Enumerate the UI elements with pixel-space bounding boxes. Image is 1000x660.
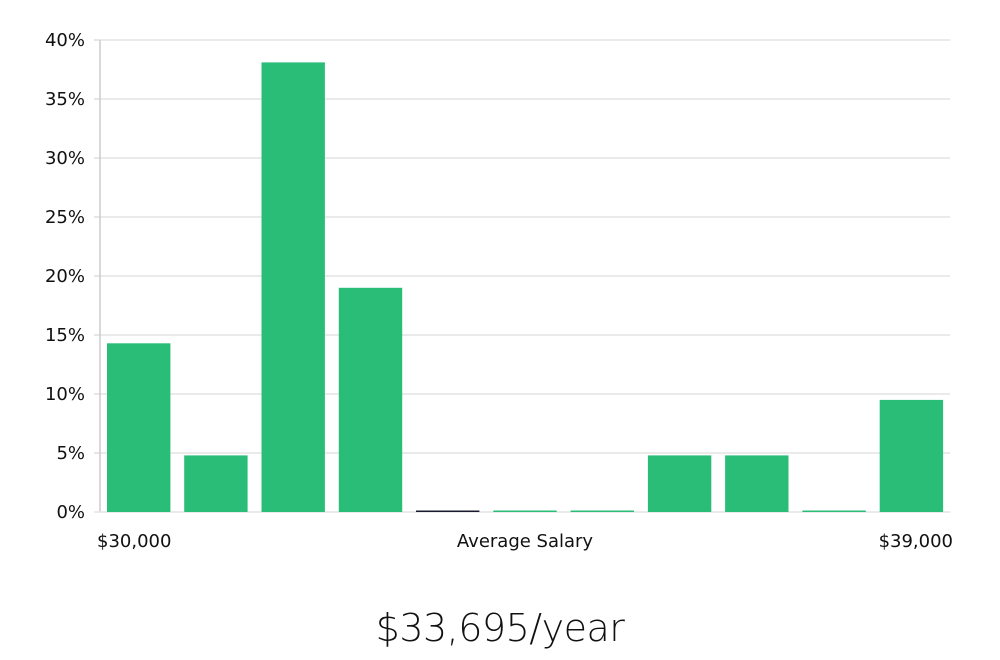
bar: [570, 510, 634, 512]
y-tick-label: 40%: [45, 30, 85, 51]
bar: [725, 455, 789, 512]
x-min-label: $30,000: [97, 531, 171, 552]
y-tick-labels: 0% 5% 10% 15% 20% 25% 30% 35% 40%: [45, 30, 85, 523]
y-tick-label: 10%: [45, 384, 85, 405]
bar: [493, 510, 557, 512]
bar: [338, 287, 403, 512]
bars: [107, 62, 944, 513]
x-axis-label: Average Salary: [457, 531, 594, 552]
y-tick-label: 15%: [45, 325, 85, 346]
y-tick-label: 5%: [56, 443, 85, 464]
gridlines: [100, 39, 950, 454]
y-tick-label: 20%: [45, 266, 85, 287]
x-max-label: $39,000: [879, 531, 953, 552]
average-salary-value: $33,695/year: [375, 606, 625, 650]
bar: [107, 343, 171, 512]
bar: [184, 455, 248, 512]
y-tick-label: 25%: [45, 207, 85, 228]
salary-histogram: 0% 5% 10% 15% 20% 25% 30% 35% 40% $30,000 Averag…: [45, 30, 953, 552]
y-tick-label: 35%: [45, 89, 85, 110]
bar: [879, 399, 944, 512]
bar: [416, 510, 480, 512]
bar: [802, 510, 866, 512]
bar: [647, 455, 712, 512]
y-tick-label: 30%: [45, 148, 85, 169]
bar: [261, 62, 325, 513]
y-tick-label: 0%: [56, 502, 85, 523]
